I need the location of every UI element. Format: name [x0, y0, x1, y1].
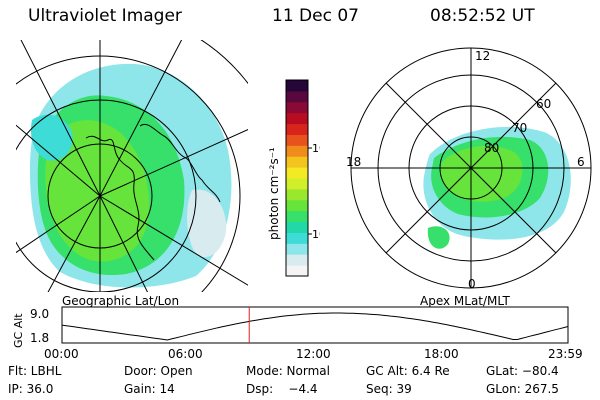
- colorbar-tick-100: 100: [312, 142, 320, 155]
- colorbar-tick-10: 10: [312, 228, 320, 241]
- geo-meridian: [99, 129, 248, 197]
- geo-meridian: [99, 40, 183, 197]
- mlt-label-12: 12: [475, 49, 490, 63]
- polar-emission-core: [439, 145, 523, 202]
- alt-ytick-1-8: 1.8: [30, 331, 49, 345]
- mlat-label-70: 70: [512, 121, 527, 135]
- colorbar-swatch: [286, 188, 308, 201]
- colorbar-swatch: [286, 156, 308, 168]
- time-tick-0600: 06:00: [168, 347, 203, 361]
- colorbar-swatch: [286, 221, 308, 233]
- status-gc-alt: GC Alt: 6.4 Re: [366, 364, 450, 378]
- mlat-label-80: 80: [484, 141, 499, 155]
- mlt-label-6: 6: [577, 155, 585, 169]
- colorbar-swatch: [286, 243, 308, 255]
- geo-emission-edge: [187, 189, 227, 258]
- colorbar-swatch: [286, 178, 308, 190]
- colorbar-swatch: [286, 112, 308, 125]
- colorbar-swatch: [286, 134, 308, 146]
- polar-map-label: Apex MLat/MLT: [420, 294, 510, 308]
- status-mode: Mode: Normal: [246, 364, 330, 378]
- time-tick-2359: 23:59: [548, 347, 583, 361]
- colorbar-swatch: [286, 145, 308, 157]
- alt-plot-frame: [61, 306, 569, 344]
- status-dsp: Dsp: −4.4: [246, 382, 318, 396]
- time-tick-0000: 00:00: [44, 347, 79, 361]
- geo-emission-patch: [30, 114, 73, 161]
- time-tick-1200: 12:00: [296, 347, 331, 361]
- geo-meridian: [99, 195, 149, 292]
- colorbar-swatch: [286, 101, 308, 114]
- geo-meridian: [47, 195, 101, 292]
- mlat-label-60: 60: [536, 97, 551, 111]
- colorbar-swatch: [286, 167, 308, 179]
- colorbar-swatch: [286, 80, 308, 92]
- status-glon: GLon: 267.5: [486, 382, 559, 396]
- colorbar: 100 10 photon cm⁻²s⁻¹: [267, 79, 320, 277]
- polar-spoke: [385, 82, 557, 254]
- alt-ylabel: GC Alt: [12, 313, 25, 348]
- altitude-timeline: GC Alt 9.0 1.8 00:00 06:00 12:00 18:00 2…: [12, 306, 583, 361]
- status-glat: GLat: −80.4: [486, 364, 559, 378]
- geo-meridian: [20, 40, 101, 197]
- polar-map: 12 6 18 0 60 70 80: [346, 47, 592, 291]
- geo-meridian: [16, 124, 101, 197]
- alt-ytick-9: 9.0: [30, 307, 49, 321]
- observation-date: 11 Dec 07: [272, 6, 359, 26]
- colorbar-swatch: [286, 232, 308, 244]
- instrument-title: Ultraviolet Imager: [28, 6, 182, 26]
- colorbar-swatch: [286, 254, 308, 266]
- colorbar-swatch: [286, 265, 308, 277]
- geo-coastline: [85, 123, 221, 261]
- geographic-map: [16, 40, 248, 292]
- mlt-label-18: 18: [346, 155, 361, 169]
- status-door: Door: Open: [124, 364, 193, 378]
- geo-meridian: [16, 195, 101, 254]
- status-ip: IP: 36.0: [8, 382, 54, 396]
- geo-map-label: Geographic Lat/Lon: [62, 294, 180, 308]
- colorbar-swatch: [286, 199, 308, 212]
- colorbar-swatch: [286, 90, 308, 103]
- polar-emission-patch: [427, 226, 450, 249]
- colorbar-unit-label: photon cm⁻²s⁻¹: [267, 147, 281, 240]
- status-gain: Gain: 14: [124, 382, 175, 396]
- mlt-label-0: 0: [468, 277, 476, 291]
- observation-time: 08:52:52 UT: [430, 6, 535, 26]
- altitude-curve: [61, 312, 569, 341]
- colorbar-swatch: [286, 123, 308, 135]
- geo-meridian: [99, 195, 248, 286]
- colorbar-swatch: [286, 210, 308, 223]
- time-tick-1800: 18:00: [424, 347, 459, 361]
- status-filter: Flt: LBHL: [8, 364, 62, 378]
- status-seq: Seq: 39: [366, 382, 412, 396]
